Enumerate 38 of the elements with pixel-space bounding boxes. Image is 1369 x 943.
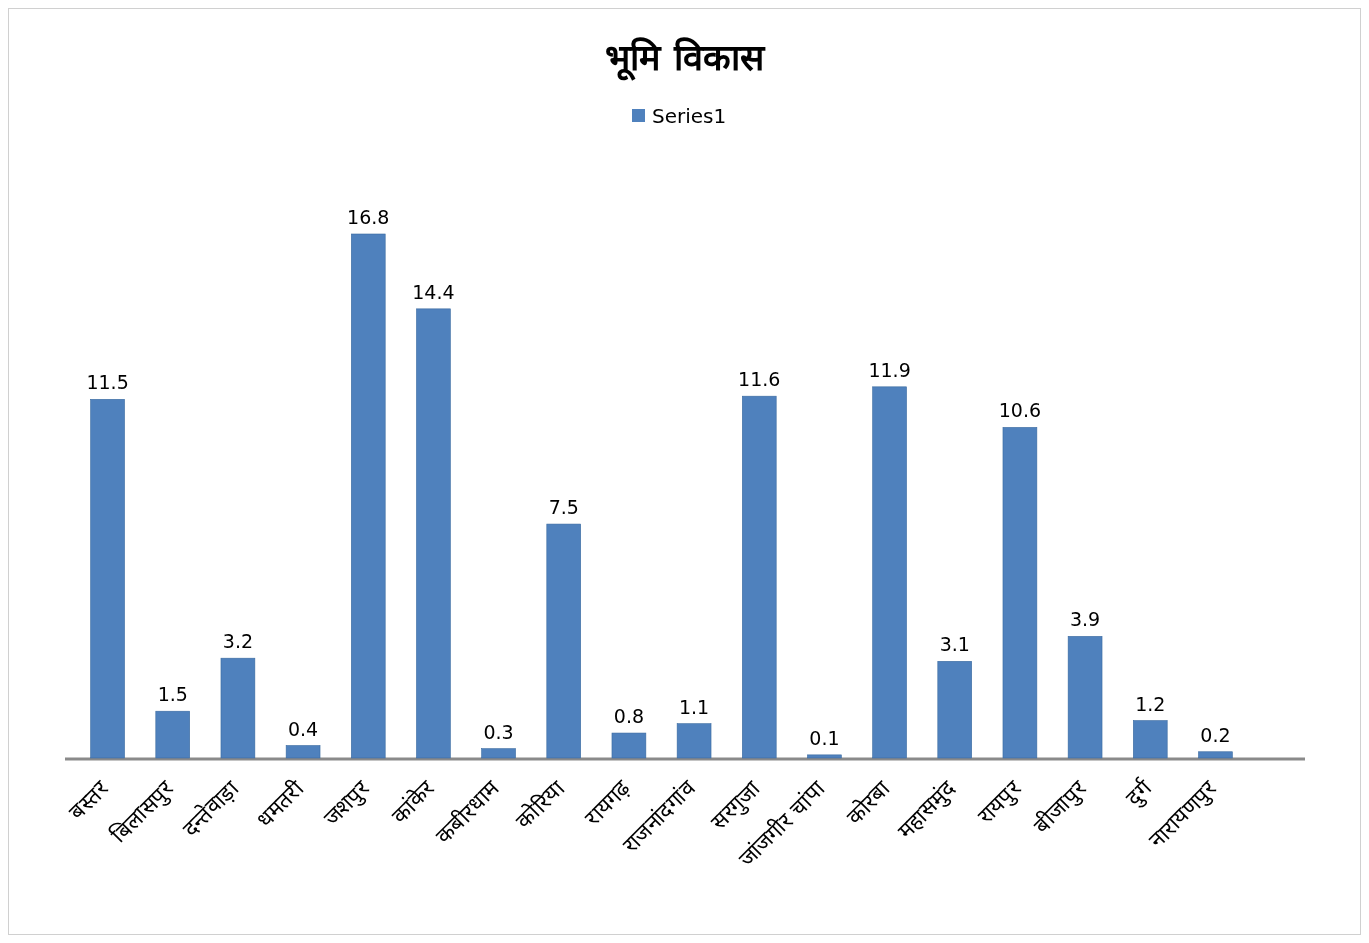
bar [155,710,190,759]
data-label: 7.5 [548,496,579,519]
bar [937,661,972,759]
data-label: 3.2 [222,630,254,653]
legend-label: Series1 [652,104,727,128]
data-label: 16.8 [347,206,390,228]
data-label: 0.2 [1200,723,1231,746]
bar [742,395,777,759]
bar [546,523,581,759]
data-label: 0.1 [809,726,840,749]
data-label: 11.5 [86,371,129,394]
data-label: 11.6 [738,368,781,391]
bar [481,748,516,759]
bar [872,386,907,759]
data-label: 14.4 [412,280,455,303]
bar [1198,751,1233,759]
data-label: 3.9 [1069,608,1101,631]
bar [1133,720,1168,759]
data-label: 11.9 [868,358,911,381]
bar [351,233,386,759]
bar [1002,427,1038,759]
bar [416,308,451,759]
data-label: 0.4 [287,717,319,740]
bar [676,723,712,759]
data-label: 3.1 [939,633,970,656]
data-label: 0.8 [613,705,645,728]
data-label: 0.3 [483,720,514,743]
bar [807,754,842,759]
data-label: 1.2 [1135,692,1166,715]
bar [611,732,647,759]
bar [90,399,125,759]
data-label: 1.5 [157,683,188,706]
bar [1067,636,1103,759]
bar [220,657,256,759]
data-label: 1.1 [678,695,710,718]
data-label: 10.6 [998,399,1042,422]
chart-title: भूमि विकास [605,37,766,81]
bar [285,745,321,759]
